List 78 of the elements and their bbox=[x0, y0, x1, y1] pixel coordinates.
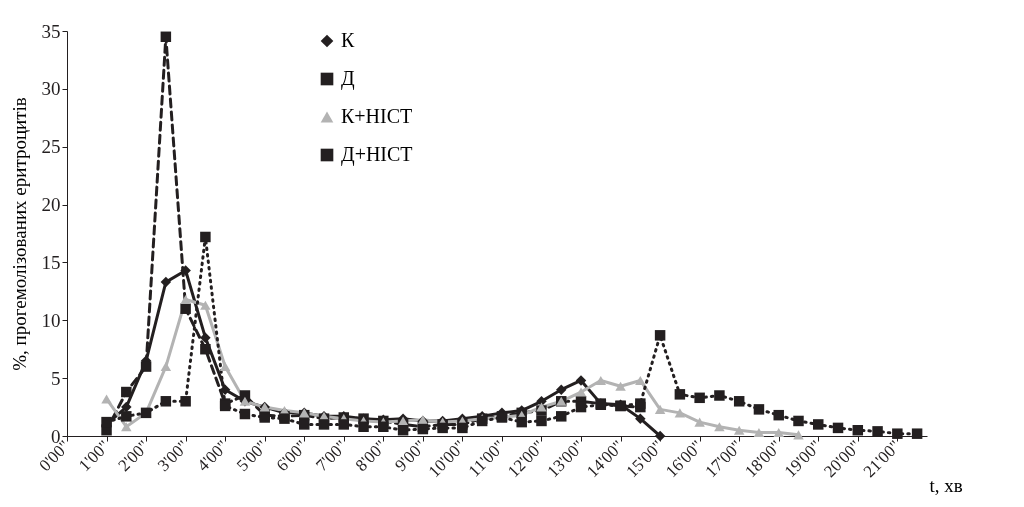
point bbox=[575, 375, 587, 386]
y-tick-label: 25 bbox=[41, 136, 61, 158]
y-axis-title: %, прогемолізованих еритроцитів bbox=[8, 97, 30, 371]
y-tick-label: 5 bbox=[51, 367, 61, 389]
point bbox=[615, 381, 626, 391]
point bbox=[219, 384, 231, 395]
point bbox=[694, 417, 705, 427]
point bbox=[694, 392, 705, 404]
point bbox=[378, 421, 389, 432]
legend-label: Д+НІСТ bbox=[341, 143, 413, 166]
point bbox=[654, 330, 666, 341]
point bbox=[200, 332, 211, 343]
point bbox=[318, 419, 330, 430]
point bbox=[160, 362, 172, 372]
point bbox=[674, 408, 686, 418]
point bbox=[813, 419, 824, 430]
point bbox=[101, 394, 112, 404]
point bbox=[556, 384, 567, 395]
point bbox=[654, 430, 666, 442]
point bbox=[714, 422, 725, 432]
point bbox=[793, 430, 804, 440]
x-axis-title: t, хв bbox=[929, 474, 963, 496]
point bbox=[536, 402, 547, 412]
legend-label: Д bbox=[341, 67, 355, 90]
y-tick-label: 35 bbox=[41, 20, 61, 42]
point bbox=[140, 361, 152, 372]
point bbox=[595, 375, 607, 385]
point bbox=[180, 294, 191, 304]
point bbox=[892, 428, 903, 439]
point bbox=[200, 343, 211, 355]
y-tick-label: 10 bbox=[41, 309, 61, 331]
point bbox=[338, 419, 350, 430]
point bbox=[239, 408, 251, 420]
point bbox=[219, 362, 231, 372]
point bbox=[635, 413, 646, 424]
point bbox=[714, 390, 725, 401]
legend-label: К+НІСТ bbox=[341, 105, 413, 127]
point bbox=[556, 411, 567, 422]
point bbox=[753, 427, 765, 438]
point bbox=[911, 428, 923, 439]
point bbox=[299, 419, 310, 430]
point bbox=[635, 398, 646, 409]
point bbox=[536, 415, 547, 427]
point bbox=[180, 396, 191, 407]
y-tick-label: 20 bbox=[41, 194, 61, 216]
legend-label: К bbox=[341, 29, 355, 51]
point bbox=[200, 300, 211, 310]
point bbox=[852, 424, 864, 436]
point bbox=[180, 303, 191, 314]
point bbox=[733, 396, 745, 407]
point bbox=[674, 389, 686, 400]
y-tick-label: 15 bbox=[41, 251, 61, 273]
point bbox=[832, 422, 844, 434]
point bbox=[160, 276, 172, 288]
point bbox=[872, 426, 883, 437]
point bbox=[654, 404, 666, 414]
point bbox=[160, 396, 172, 407]
point bbox=[121, 422, 132, 432]
point bbox=[397, 424, 409, 436]
point bbox=[793, 415, 804, 427]
point bbox=[358, 421, 369, 432]
point bbox=[575, 401, 587, 413]
point bbox=[635, 375, 646, 385]
point bbox=[516, 416, 527, 428]
point bbox=[733, 425, 745, 435]
point bbox=[575, 387, 587, 397]
point bbox=[773, 409, 784, 421]
point bbox=[773, 427, 784, 438]
point bbox=[437, 422, 448, 434]
point bbox=[753, 404, 765, 415]
point bbox=[121, 386, 132, 398]
point bbox=[200, 231, 211, 243]
point bbox=[457, 422, 468, 434]
y-tick-label: 30 bbox=[41, 78, 61, 100]
point bbox=[121, 401, 132, 413]
point bbox=[121, 411, 132, 422]
point bbox=[160, 31, 172, 43]
point bbox=[180, 265, 191, 276]
